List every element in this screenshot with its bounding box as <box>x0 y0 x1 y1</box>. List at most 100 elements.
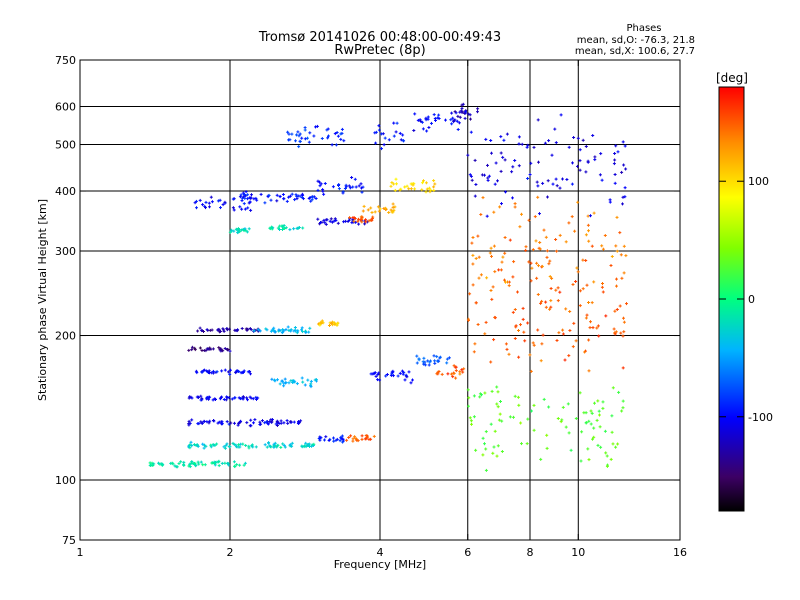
data-point <box>470 178 474 182</box>
data-point <box>240 396 244 400</box>
data-point <box>411 183 415 187</box>
data-point <box>348 216 352 220</box>
data-point <box>593 155 597 159</box>
data-point <box>287 195 291 199</box>
data-point <box>246 370 250 374</box>
data-point <box>536 328 540 332</box>
data-point <box>314 125 317 129</box>
data-point <box>282 443 286 447</box>
data-point <box>436 359 439 363</box>
data-point <box>353 217 357 220</box>
data-point <box>567 221 571 225</box>
data-point <box>189 461 193 465</box>
data-point <box>438 355 442 359</box>
data-point <box>253 418 257 422</box>
data-point <box>311 195 315 199</box>
data-point <box>229 368 232 372</box>
data-point <box>245 230 249 234</box>
data-point <box>333 132 337 136</box>
data-point <box>212 462 216 465</box>
data-point <box>469 130 473 134</box>
data-point <box>392 121 396 125</box>
data-point <box>152 462 156 466</box>
y-tick-label: 600 <box>55 101 76 114</box>
data-point <box>538 212 541 216</box>
data-point <box>269 329 273 333</box>
data-point <box>215 370 219 374</box>
data-point <box>578 148 582 152</box>
data-point <box>256 396 260 400</box>
data-point <box>513 394 517 398</box>
data-point <box>272 326 276 330</box>
data-point <box>478 395 482 399</box>
data-point <box>190 444 194 448</box>
y-axis-ticks: 75 100 200 300 400 500 600 750 <box>55 54 680 547</box>
data-point <box>467 396 471 400</box>
data-point <box>324 435 328 439</box>
data-point <box>343 187 347 190</box>
data-point <box>595 418 599 422</box>
data-point <box>229 421 233 425</box>
data-point <box>278 382 282 386</box>
data-point <box>425 129 429 133</box>
data-point <box>582 411 586 415</box>
data-point <box>571 161 574 165</box>
data-point <box>254 196 258 200</box>
data-point <box>517 329 520 332</box>
data-point <box>360 186 363 190</box>
data-point <box>188 465 192 469</box>
data-point <box>426 115 430 119</box>
data-point <box>360 220 364 224</box>
data-point <box>528 173 532 177</box>
data-point <box>248 196 252 200</box>
data-point <box>590 244 594 248</box>
data-point <box>202 349 206 352</box>
data-point <box>444 118 447 122</box>
data-point <box>201 463 205 467</box>
data-point <box>416 118 420 122</box>
data-point <box>349 434 353 438</box>
data-point <box>281 379 284 383</box>
data-point <box>328 219 332 223</box>
data-point <box>281 228 284 231</box>
data-point <box>483 173 486 177</box>
data-point <box>275 424 279 427</box>
data-point <box>188 421 192 425</box>
data-point <box>208 395 212 399</box>
data-point <box>350 221 354 225</box>
data-point <box>537 246 541 250</box>
data-point <box>624 167 628 171</box>
data-point <box>318 222 322 226</box>
data-point <box>585 313 589 317</box>
data-point <box>564 425 568 429</box>
data-point <box>596 443 600 447</box>
data-point <box>507 284 511 288</box>
data-point <box>233 465 237 469</box>
data-point <box>204 349 208 353</box>
data-point <box>593 401 596 405</box>
data-point <box>587 369 591 373</box>
data-point <box>525 145 529 149</box>
data-point <box>338 439 342 443</box>
data-point <box>239 371 243 375</box>
data-point <box>473 342 477 346</box>
data-point <box>610 255 614 258</box>
data-point <box>592 211 596 215</box>
data-point <box>249 424 253 428</box>
data-point <box>466 388 470 392</box>
data-point <box>235 369 239 373</box>
data-point <box>456 114 460 118</box>
data-point <box>422 362 426 366</box>
data-point <box>319 436 323 440</box>
data-point <box>383 136 387 140</box>
data-point <box>467 112 471 116</box>
data-point <box>596 324 600 328</box>
data-point <box>615 215 619 219</box>
data-point <box>249 418 253 422</box>
data-point <box>618 231 622 235</box>
data-point <box>480 393 483 397</box>
data-point <box>288 138 292 142</box>
data-point <box>499 268 503 272</box>
data-point <box>611 386 615 390</box>
data-point <box>372 372 376 376</box>
